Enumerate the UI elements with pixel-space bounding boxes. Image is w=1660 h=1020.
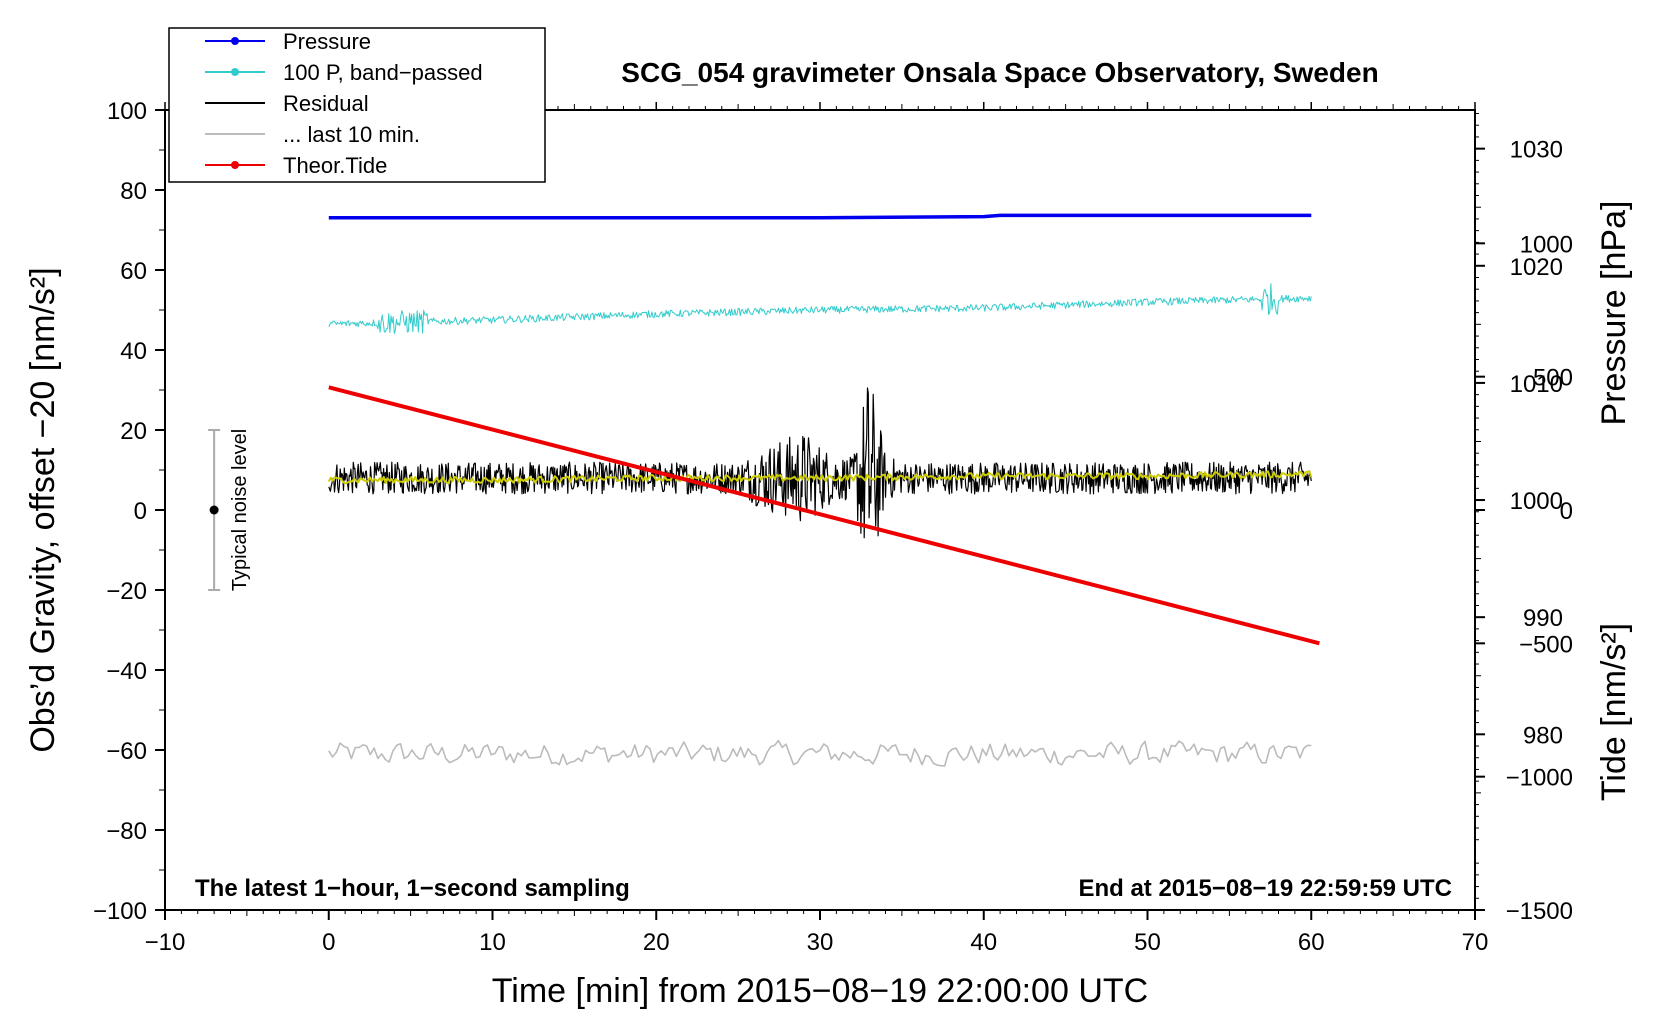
pressure-tick-label: 1010 [1510, 371, 1563, 398]
legend-label-pressure: Pressure [283, 29, 371, 54]
y-axis-title-pressure: Pressure [hPa] [1595, 201, 1633, 426]
y-tick-label-left: −40 [106, 658, 147, 685]
tide-tick-label: −500 [1519, 631, 1573, 658]
legend-box [168, 27, 546, 183]
series-smoothed-residual [327, 470, 1313, 485]
y-tick-label-left: −60 [106, 738, 147, 765]
pressure-tick-label: 990 [1523, 605, 1563, 632]
pressure-tick-label: 980 [1523, 722, 1563, 749]
annotation-sampling: The latest 1−hour, 1−second sampling [195, 875, 630, 902]
x-tick-label: 30 [807, 929, 834, 956]
series-pressure [328, 213, 1312, 220]
legend-marker-theor-tide [231, 161, 239, 169]
series-layer [327, 213, 1320, 767]
pressure-tick-label: 1000 [1510, 488, 1563, 515]
x-tick-label: 0 [322, 929, 335, 956]
y-tick-label-left: 20 [120, 418, 147, 445]
pressure-tick-label: 1020 [1510, 254, 1563, 281]
y-tick-label-left: 40 [120, 338, 147, 365]
legend-label-theor-tide: Theor.Tide [283, 153, 387, 178]
y-tick-label-left: −20 [106, 578, 147, 605]
series-100-p-band-passed [328, 283, 1312, 334]
tide-tick-label: 0 [1560, 498, 1573, 525]
legend-label-100-p-band-passed: 100 P, band−passed [283, 60, 483, 85]
series-theor-tide [328, 385, 1320, 646]
legend-label-last-10-min: ... last 10 min. [283, 122, 420, 147]
tide-tick-label: 1000 [1520, 231, 1573, 258]
x-tick-label: 20 [643, 929, 670, 956]
legend: Pressure 100 P, band−passed Residual ... la… [168, 27, 546, 183]
x-tick-label: 10 [479, 929, 506, 956]
legend-items: Pressure 100 P, band−passed Residual ... la… [205, 29, 483, 178]
y-tick-label-left: 80 [120, 178, 147, 205]
noise-level-label: Typical noise level [229, 429, 251, 591]
y-tick-label-left: −100 [93, 898, 147, 925]
noise-level-marker: Typical noise level [208, 429, 251, 591]
legend-marker-pressure [231, 37, 239, 45]
tide-tick-label: −1500 [1506, 898, 1573, 925]
series-last-10-min [328, 739, 1312, 767]
x-tick-label: 50 [1134, 929, 1161, 956]
legend-label-residual: Residual [283, 91, 369, 116]
chart-title: SCG_054 gravimeter Onsala Space Observat… [621, 57, 1378, 88]
y-tick-label-left: 100 [107, 98, 147, 125]
x-axis-title: Time [min] from 2015−08−19 22:00:00 UTC [492, 972, 1148, 1010]
x-tick-label: 70 [1462, 929, 1489, 956]
y-axis-title-tide: Tide [nm/s²] [1595, 623, 1633, 801]
y-tick-label-left: 0 [134, 498, 147, 525]
y-axis-title-left: Obs’d Gravity, offset −20 [nm/s²] [24, 267, 62, 752]
y-tick-label-left: 60 [120, 258, 147, 285]
x-tick-label: −10 [145, 929, 186, 956]
annotation-end-time: End at 2015−08−19 22:59:59 UTC [1078, 875, 1452, 902]
axis-ticks: −10 0 10 20 30 40 50 60 70−100−80−60−40−20020406… [93, 98, 1573, 956]
tide-tick-label: 500 [1533, 365, 1573, 392]
pressure-tick-label: 1030 [1510, 137, 1563, 164]
tide-tick-label: −1000 [1506, 765, 1573, 792]
legend-marker-100-p-band-passed [231, 68, 239, 76]
x-tick-label: 60 [1298, 929, 1325, 956]
plot-frame [164, 109, 1476, 911]
noise-center-dot [209, 505, 219, 515]
y-tick-label-left: −80 [106, 818, 147, 845]
x-tick-label: 40 [970, 929, 997, 956]
